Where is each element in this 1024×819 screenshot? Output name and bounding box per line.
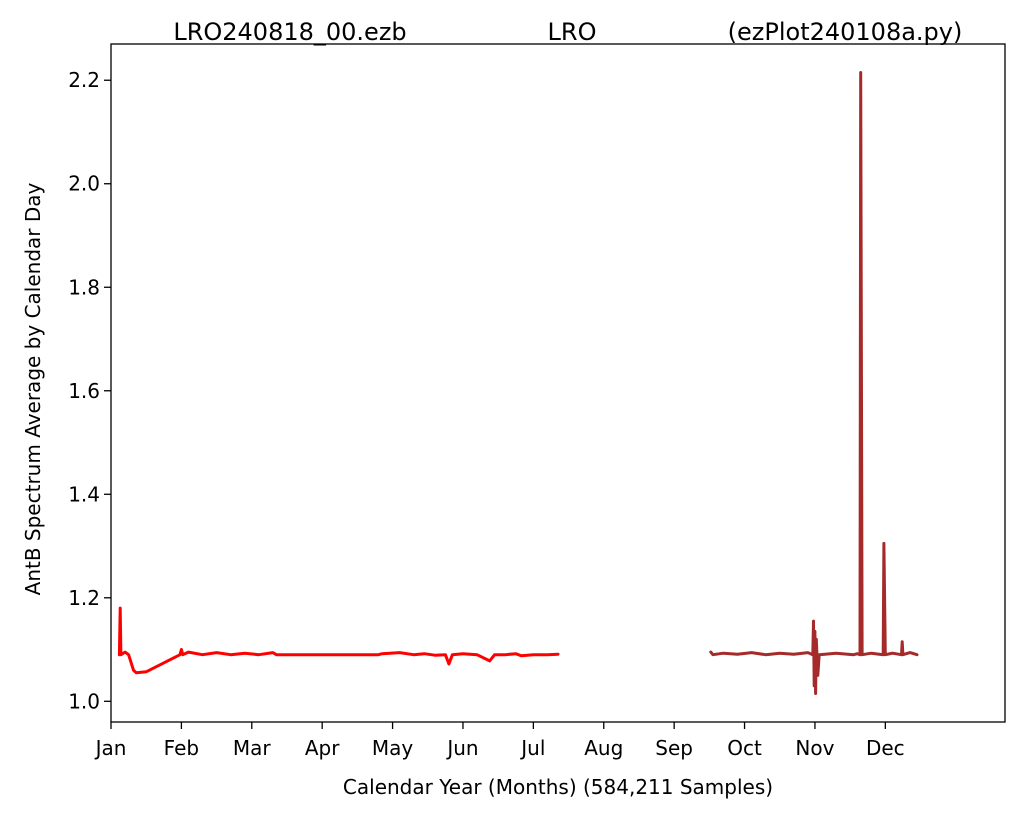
x-axis-label: Calendar Year (Months) (584,211 Samples) (343, 775, 773, 799)
x-tick-label: Aug (584, 736, 623, 760)
x-tick-label: Mar (233, 736, 272, 760)
chart-title-center: LRO (548, 18, 597, 46)
x-tick-label: Sep (655, 736, 693, 760)
y-tick-label: 2.2 (68, 68, 100, 92)
x-tick-label: Feb (164, 736, 199, 760)
plot-frame (110, 43, 1006, 723)
chart-title-right: (ezPlot240108a.py) (728, 18, 963, 46)
x-tick-label: Jan (94, 736, 127, 760)
chart-title-left: LRO240818_00.ezb (173, 18, 406, 46)
x-tick-label: Apr (305, 736, 340, 760)
y-tick-label: 1.2 (68, 586, 100, 610)
y-tick-label: 1.8 (68, 275, 100, 299)
x-tick-label: May (372, 736, 414, 760)
y-tick-label: 2.0 (68, 172, 100, 196)
y-tick-label: 1.4 (68, 482, 100, 506)
series-line-2 (709, 71, 919, 695)
y-axis-ticks: 1.0 1.2 1.4 1.6 1.8 2.0 2.2 (68, 68, 111, 713)
series-layer (117, 71, 919, 695)
x-axis-ticks: Jan Feb Mar Apr May Jun Jul Aug Sep Oct Nov Dec (94, 722, 905, 760)
series-line-1 (117, 606, 560, 675)
y-axis-label: AntB Spectrum Average by Calendar Day (21, 182, 45, 595)
y-tick-label: 1.6 (68, 379, 100, 403)
x-tick-label: Dec (866, 736, 905, 760)
y-tick-label: 1.0 (68, 689, 100, 713)
x-tick-label: Oct (727, 736, 762, 760)
x-tick-label: Nov (795, 736, 834, 760)
x-tick-label: Jun (445, 736, 478, 760)
x-tick-label: Jul (519, 736, 545, 760)
